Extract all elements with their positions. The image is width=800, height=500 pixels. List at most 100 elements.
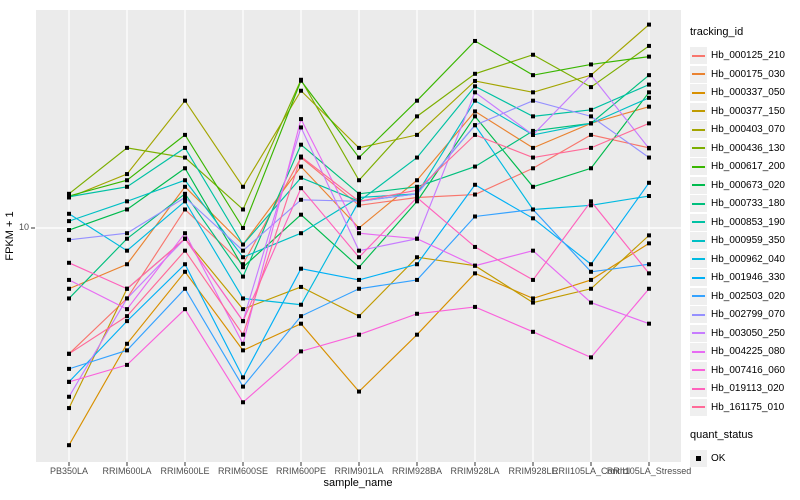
- data-point: [415, 178, 419, 183]
- data-point: [67, 296, 71, 301]
- legend-label: Hb_000673_020: [711, 179, 785, 191]
- data-point: [299, 175, 303, 180]
- data-point: [125, 236, 129, 241]
- data-point: [183, 184, 187, 189]
- legend-swatch-line: [692, 295, 705, 297]
- data-point: [125, 307, 129, 312]
- data-point: [647, 54, 651, 59]
- data-point: [299, 231, 303, 236]
- data-point: [241, 207, 245, 212]
- quant-status-label: OK: [711, 452, 726, 464]
- data-point: [125, 184, 129, 189]
- data-point: [125, 178, 129, 183]
- legend-label: Hb_000962_040: [711, 253, 785, 265]
- data-point: [241, 184, 245, 189]
- data-point: [357, 226, 361, 230]
- data-point: [299, 314, 303, 319]
- data-point: [125, 296, 129, 301]
- data-point: [357, 255, 361, 260]
- data-point: [647, 43, 651, 48]
- data-point: [183, 236, 187, 241]
- data-point: [473, 263, 477, 268]
- legend-label: Hb_001946_330: [711, 272, 785, 283]
- legend-key-swatch: [690, 139, 707, 157]
- data-point: [589, 277, 593, 282]
- legend-item: Hb_019113_020: [690, 380, 798, 397]
- data-point: [183, 248, 187, 253]
- legend-item: Hb_000403_070: [690, 121, 798, 138]
- legend-label: Hb_000377_150: [711, 105, 785, 117]
- data-point: [67, 237, 71, 242]
- data-point: [415, 236, 419, 241]
- data-point: [357, 195, 361, 200]
- data-point: [299, 142, 303, 147]
- y-tick-label: 10: [18, 222, 29, 232]
- legend-label: Hb_002799_070: [711, 309, 785, 320]
- legend-item: Hb_161175_010: [690, 398, 798, 416]
- data-point: [473, 214, 477, 219]
- legend-item: Hb_000733_180: [690, 195, 798, 212]
- x-tick-label-RRII105LA_Stressed: RRII105LA_Stressed: [606, 466, 692, 476]
- data-point: [125, 172, 129, 177]
- legend-swatch-line: [692, 54, 705, 57]
- data-point: [531, 300, 535, 305]
- data-point: [125, 319, 129, 324]
- legend-key-swatch: [690, 398, 707, 416]
- data-point: [647, 155, 651, 160]
- legend-label: Hb_000175_030: [711, 68, 785, 80]
- data-point: [299, 302, 303, 307]
- legend-item: Hb_000853_190: [690, 213, 798, 231]
- data-point: [415, 255, 419, 260]
- data-point: [589, 62, 593, 67]
- data-point: [473, 109, 477, 114]
- data-point: [125, 362, 129, 367]
- x-tick-label-RRIM600LA: RRIM600LA: [102, 466, 152, 476]
- data-point: [125, 314, 129, 319]
- data-point: [125, 248, 129, 253]
- data-point: [473, 114, 477, 119]
- legend-key-swatch: [690, 287, 707, 305]
- x-tick-label-RRIM928LE: RRIM928LE: [508, 466, 558, 476]
- data-point: [589, 262, 593, 267]
- x-tick-label-RRIM928LA: RRIM928LA: [450, 466, 500, 476]
- legend-label: Hb_000733_180: [711, 198, 785, 209]
- legend-key-swatch: [690, 213, 707, 231]
- data-point: [357, 248, 361, 253]
- legend-item: Hb_000617_200: [690, 158, 798, 175]
- legend-swatch-line: [692, 332, 705, 334]
- data-point: [67, 443, 71, 448]
- legend-swatch-line: [692, 369, 705, 371]
- data-point: [357, 286, 361, 291]
- data-point: [299, 78, 303, 83]
- data-point: [183, 269, 187, 274]
- legend-item: Hb_000337_050: [690, 84, 798, 101]
- legend-label: Hb_003050_250: [711, 327, 785, 339]
- data-point: [415, 114, 419, 119]
- data-point: [67, 194, 71, 199]
- legend-key-swatch: [690, 65, 707, 83]
- data-point: [241, 348, 245, 353]
- legend-swatch-line: [692, 91, 705, 94]
- data-point: [67, 211, 71, 216]
- data-point: [299, 88, 303, 93]
- data-point: [647, 262, 651, 267]
- data-point: [241, 255, 245, 260]
- data-point: [647, 121, 651, 126]
- data-point: [531, 114, 535, 119]
- data-point: [589, 107, 593, 112]
- legend-item: Hb_002503_020: [690, 287, 798, 305]
- data-point: [125, 286, 129, 291]
- data-point: [67, 286, 71, 291]
- legend-key-swatch: [690, 195, 707, 212]
- data-point: [647, 286, 651, 291]
- quant-status-items: OK: [690, 449, 798, 467]
- data-point: [647, 95, 651, 100]
- legend-key-swatch: [690, 269, 707, 286]
- legend-label: Hb_000436_130: [711, 142, 785, 154]
- data-point: [183, 307, 187, 312]
- legend-key-swatch: [690, 343, 707, 360]
- data-point: [531, 128, 535, 133]
- data-point: [589, 132, 593, 137]
- legend-title-tracking-id: tracking_id: [690, 26, 744, 38]
